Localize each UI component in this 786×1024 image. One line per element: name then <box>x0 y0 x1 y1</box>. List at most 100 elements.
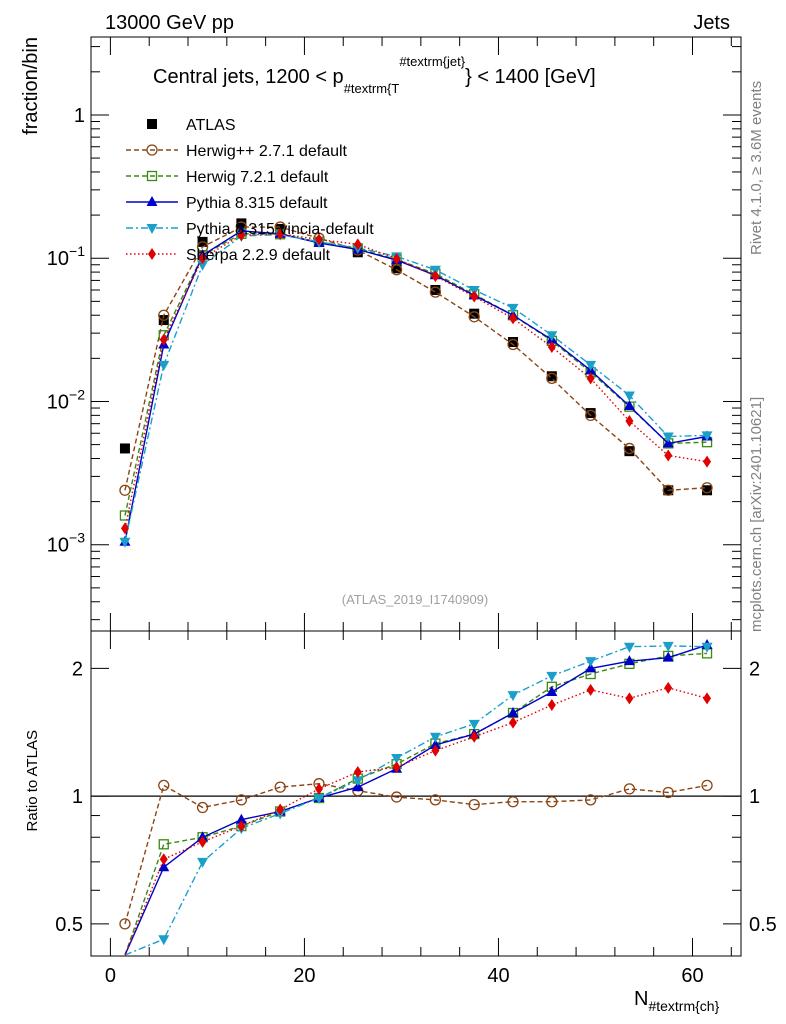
ratio-y-tick-label-right: 1 <box>749 786 760 808</box>
main-title-subscript: #textrm{T <box>344 81 400 96</box>
series-line-herwig_pp <box>124 782 708 925</box>
data-point-herwig7 <box>158 839 169 850</box>
legend-item-pythia: Pythia 8.315 default <box>126 195 328 212</box>
legend-item-vincia: Pythia 8.315 vincia-default <box>126 221 374 238</box>
data-point-vincia <box>662 641 674 652</box>
mcplots-label: mcplots.cern.ch [arXiv:2401.10621] <box>748 397 765 632</box>
legend-item-herwig7: Herwig 7.2.1 default <box>126 169 329 186</box>
data-point-vincia <box>158 360 170 371</box>
data-point-herwig_pp <box>158 779 170 792</box>
data-point-sherpa <box>392 761 401 774</box>
series-vincia <box>124 641 713 956</box>
main-ylabel: fraction/bin <box>20 37 42 135</box>
data-point-vincia <box>585 360 597 371</box>
data-point-sherpa <box>470 730 479 743</box>
data-point-vincia <box>391 753 403 764</box>
series-line-sherpa <box>124 687 708 956</box>
series-vincia <box>119 230 713 548</box>
main-y-tick-label: 10−2 <box>47 386 85 413</box>
data-point-herwig_pp <box>584 409 597 422</box>
legend-label-vincia: Pythia 8.315 vincia-default <box>186 221 374 238</box>
data-point-herwig_pp <box>429 286 442 298</box>
data-point-ATLAS <box>624 446 635 457</box>
data-point-vincia <box>119 537 131 548</box>
ratio-ylabel: Ratio to ATLAS <box>24 730 41 831</box>
legend-label-herwig7: Herwig 7.2.1 default <box>186 169 329 186</box>
main-title-suffix: } < 1400 [GeV] <box>465 66 596 88</box>
data-point-ATLAS <box>236 218 247 229</box>
ratio-y-tick-label-right: 0.5 <box>749 914 777 936</box>
legend-marker-herwig7 <box>146 170 158 182</box>
ratio-series-group <box>119 639 713 956</box>
data-point-herwig_pp <box>701 482 713 494</box>
legend-label-herwig_pp: Herwig++ 2.7.1 default <box>186 143 348 160</box>
series-pythia <box>124 639 713 956</box>
data-point-sherpa <box>198 252 207 265</box>
series-line-herwig7 <box>124 652 708 956</box>
legend: ATLAS Herwig++ 2.7.1 default Herwig 7.2.1 … <box>126 117 374 264</box>
data-point-sherpa <box>353 238 362 251</box>
data-point-herwig_pp <box>468 798 480 811</box>
legend-item-sherpa: Sherpa 2.2.9 default <box>126 247 331 264</box>
series-herwig7 <box>119 228 713 521</box>
ratio-x-tick-label: 20 <box>293 965 315 987</box>
legend-marker-sherpa <box>148 248 156 260</box>
data-point-sherpa <box>159 333 168 346</box>
data-point-pythia <box>507 707 519 718</box>
ratio-y-tick-label: 2 <box>72 658 83 680</box>
data-point-ATLAS <box>391 263 402 274</box>
ratio-xlabel: N#textrm{ch} <box>634 988 720 1014</box>
ratio-x-tick-label: 40 <box>487 965 509 987</box>
data-point-herwig_pp <box>507 796 519 808</box>
data-point-herwig_pp <box>158 309 170 321</box>
data-point-sherpa <box>509 716 518 729</box>
data-point-vincia <box>507 303 519 314</box>
data-point-vincia <box>352 776 364 787</box>
data-point-vincia <box>468 719 480 730</box>
data-point-sherpa <box>664 449 673 462</box>
data-point-pythia <box>623 399 635 410</box>
data-point-pythia <box>623 655 635 666</box>
data-point-ATLAS <box>546 371 557 382</box>
series-line-sherpa <box>124 233 708 529</box>
data-point-sherpa <box>237 229 246 242</box>
data-point-vincia <box>623 391 635 402</box>
data-point-herwig_pp <box>507 338 519 351</box>
data-point-herwig_pp <box>235 794 248 806</box>
data-point-vincia <box>623 642 635 653</box>
legend-label-pythia: Pythia 8.315 default <box>186 195 328 212</box>
legend-marker-pythia <box>146 196 158 206</box>
legend-marker-vincia <box>146 224 158 234</box>
data-point-herwig_pp <box>584 794 597 806</box>
ratio-y-tick-label-right: 2 <box>749 658 760 680</box>
data-point-sherpa <box>431 270 440 283</box>
data-point-herwig_pp <box>662 484 674 496</box>
data-point-sherpa <box>314 233 323 246</box>
data-point-pythia <box>158 861 170 872</box>
rivet-label: Rivet 4.1.0, ≥ 3.6M events <box>748 81 765 255</box>
main-y-tick-label: 10−1 <box>47 243 85 270</box>
series-line-herwig7 <box>124 233 708 516</box>
data-point-sherpa <box>470 290 479 303</box>
data-point-herwig_pp <box>662 786 674 799</box>
data-point-vincia <box>313 793 325 804</box>
data-point-vincia <box>662 432 674 443</box>
data-point-pythia <box>662 651 674 662</box>
data-point-herwig_pp <box>623 442 636 455</box>
data-point-sherpa <box>431 744 440 757</box>
data-point-sherpa <box>703 692 712 705</box>
xlabel-main: N <box>634 988 648 1010</box>
main-title: Central jets, 1200 < p#textrm{T #textrm{j… <box>153 54 596 96</box>
data-point-vincia <box>429 732 441 743</box>
data-point-herwig_pp <box>390 791 403 803</box>
data-point-herwig_pp <box>546 796 558 808</box>
main-axes: 1 10−1 10−2 10−3 <box>47 37 741 631</box>
legend-label-ATLAS: ATLAS <box>186 117 236 134</box>
data-point-ATLAS <box>702 485 713 496</box>
data-point-sherpa <box>703 455 712 468</box>
series-line-pythia <box>124 230 708 542</box>
data-point-sherpa <box>392 252 401 265</box>
ratio-panel-frame <box>90 630 742 957</box>
data-point-vincia <box>546 671 558 682</box>
